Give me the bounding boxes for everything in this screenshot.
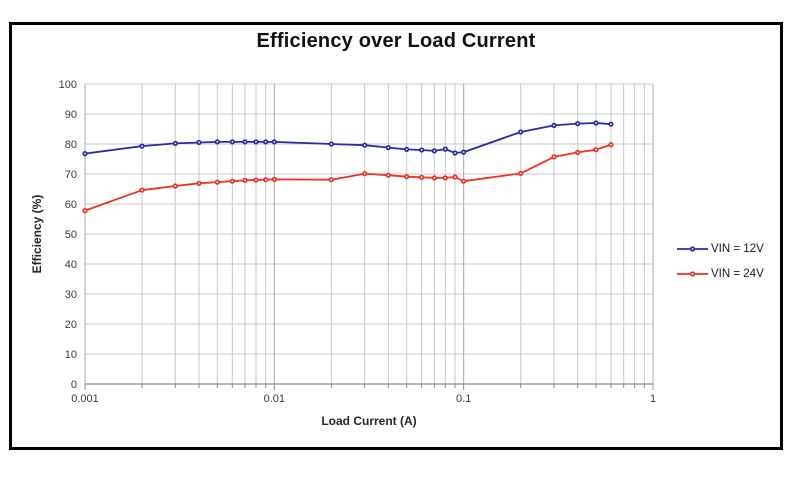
x-gridlines-and-ticks: [84, 84, 654, 390]
svg-text:10: 10: [65, 349, 77, 361]
x-tick-labels: 0.001 0.01 0.1 1: [71, 393, 656, 405]
svg-text:90: 90: [65, 109, 77, 121]
svg-text:1: 1: [650, 393, 656, 405]
series-vin-12v: [82, 120, 614, 157]
legend-item-vin-24v: VIN = 24V: [677, 261, 764, 286]
svg-text:0.1: 0.1: [456, 393, 471, 405]
legend-label-vin-24v: VIN = 24V: [711, 267, 764, 280]
series-vin-24v: [82, 142, 614, 214]
chart-title: Efficiency over Load Current: [256, 30, 536, 52]
legend: VIN = 12V VIN = 24V: [677, 236, 764, 286]
legend-label-vin-12v: VIN = 12V: [711, 242, 764, 255]
svg-text:80: 80: [65, 139, 77, 151]
svg-text:100: 100: [59, 79, 77, 91]
y-gridlines-and-labels: 0 10 20 30 40 50 60 70 80 90 100: [59, 79, 653, 391]
chart-frame: [9, 22, 783, 450]
y-axis-title: Efficiency (%): [30, 194, 44, 274]
svg-text:30: 30: [65, 289, 77, 301]
svg-text:40: 40: [65, 259, 77, 271]
x-axis-title: Load Current (A): [321, 414, 417, 428]
svg-text:0: 0: [71, 379, 77, 391]
svg-text:50: 50: [65, 229, 77, 241]
legend-line-marker-swatch-12v: [677, 245, 708, 252]
svg-text:0.01: 0.01: [264, 393, 285, 405]
svg-text:70: 70: [65, 169, 77, 181]
svg-text:60: 60: [65, 199, 77, 211]
svg-text:0.001: 0.001: [71, 393, 99, 405]
svg-text:20: 20: [65, 319, 77, 331]
legend-line-marker-swatch-24v: [677, 270, 708, 277]
legend-item-vin-12v: VIN = 12V: [677, 236, 764, 261]
